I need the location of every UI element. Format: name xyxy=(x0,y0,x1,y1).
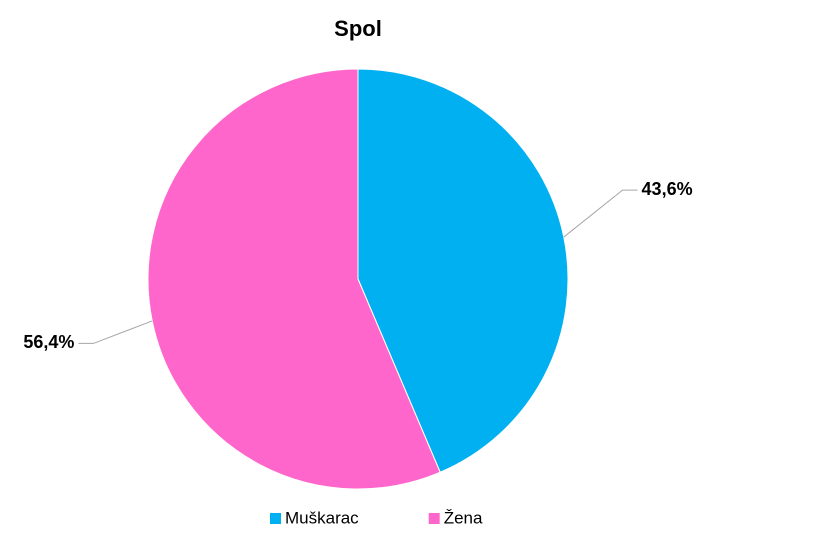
legend-label: Žena xyxy=(444,508,483,527)
legend-label: Muškarac xyxy=(285,508,359,527)
legend-swatch xyxy=(270,513,281,524)
pie-slice xyxy=(147,68,441,490)
legend-swatch xyxy=(428,513,440,524)
data-label: 56,4% xyxy=(23,332,74,352)
leader-line xyxy=(78,320,153,344)
data-label: 43,6% xyxy=(642,179,693,199)
chart-title: Spol xyxy=(334,16,382,41)
leader-line xyxy=(563,189,638,238)
